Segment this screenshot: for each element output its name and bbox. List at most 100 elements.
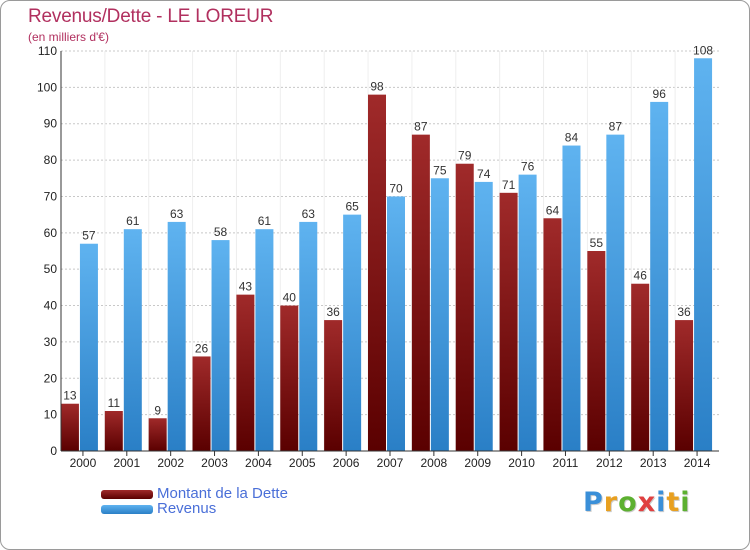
y-tick-label: 80 — [44, 153, 58, 167]
revenus-bar — [299, 221, 318, 451]
revenus-bar — [474, 181, 493, 451]
dette-bar — [499, 192, 518, 451]
dette-bar-value-label: 46 — [634, 269, 648, 283]
x-tick-label: 2004 — [245, 456, 272, 470]
revenus-bar-value-label: 96 — [653, 87, 667, 101]
x-tick-label: 2012 — [596, 456, 623, 470]
legend-label-dette: Montant de la Dette — [157, 485, 288, 502]
x-tick-label: 2011 — [553, 456, 579, 470]
dette-bar-value-label: 36 — [677, 305, 691, 319]
revenus-bar — [167, 221, 186, 451]
y-tick-label: 20 — [44, 371, 58, 385]
revenus-bar — [694, 58, 713, 451]
chart-title: Revenus/Dette - LE LOREUR — [28, 6, 274, 27]
dette-bar-value-label: 13 — [63, 389, 77, 403]
revenus-bar — [255, 229, 274, 451]
y-tick-label: 60 — [44, 226, 58, 240]
revenus-bar — [650, 101, 669, 451]
revenus-bar-value-label: 84 — [565, 131, 579, 145]
legend-swatch-dette — [101, 490, 153, 499]
x-tick-label: 2009 — [464, 456, 491, 470]
logo-letter: t — [666, 487, 681, 518]
dette-bar — [192, 356, 211, 451]
dette-bar — [60, 403, 79, 451]
y-tick-label: 70 — [44, 189, 58, 203]
y-tick-label: 50 — [44, 262, 58, 276]
revenus-bar — [387, 196, 405, 451]
dette-bar — [104, 411, 123, 451]
revenus-bar — [606, 134, 625, 452]
x-tick-label: 2007 — [377, 456, 404, 470]
logo-letter: r — [603, 487, 619, 518]
logo-letter: i — [680, 487, 691, 518]
revenus-bar-value-label: 70 — [389, 181, 403, 195]
revenus-bar-value-label: 74 — [477, 167, 491, 181]
logo-letter: o — [618, 487, 638, 518]
revenus-bar-value-label: 65 — [345, 200, 359, 214]
dette-bar-value-label: 79 — [458, 149, 472, 163]
proxiti-logo: Proxiti — [583, 487, 691, 518]
dette-bar — [543, 218, 562, 451]
dette-bar-value-label: 87 — [414, 120, 428, 134]
dette-bar-value-label: 40 — [283, 291, 297, 305]
x-tick-label: 2001 — [113, 456, 140, 470]
x-tick-label: 2013 — [640, 456, 667, 470]
revenus-bar-value-label: 87 — [609, 120, 623, 134]
x-tick-label: 2006 — [333, 456, 360, 470]
dette-bar — [455, 163, 474, 451]
revenus-bar — [123, 229, 142, 451]
logo-letter: P — [583, 487, 604, 518]
dette-bar-value-label: 71 — [502, 178, 516, 192]
dette-bar-value-label: 11 — [108, 396, 121, 410]
revenus-bar — [518, 174, 537, 452]
dette-bar-value-label: 36 — [326, 305, 340, 319]
y-tick-label: 90 — [44, 117, 58, 131]
dette-bar-value-label: 26 — [195, 341, 209, 355]
revenus-bar-value-label: 75 — [433, 163, 447, 177]
dette-bar — [236, 294, 255, 451]
x-tick-label: 2008 — [421, 456, 448, 470]
x-tick-label: 2014 — [684, 456, 711, 470]
dette-bar — [280, 305, 299, 451]
dette-bar — [675, 320, 694, 451]
legend-label-revenus: Revenus — [157, 500, 217, 517]
revenus-bar-value-label: 58 — [214, 225, 228, 239]
dette-bar — [324, 320, 343, 451]
y-tick-label: 100 — [37, 80, 57, 94]
y-tick-label: 10 — [44, 408, 58, 422]
revenus-bar — [343, 214, 362, 451]
dette-bar-value-label: 98 — [370, 80, 384, 94]
logo-letter: x — [637, 487, 657, 518]
revenus-bar-value-label: 63 — [302, 207, 316, 221]
chart-subtitle: (en milliers d'€) — [28, 30, 109, 44]
dette-bar-value-label: 43 — [239, 280, 253, 294]
axis-layer: 0 10 20 30 40 50 60 70 80 90 100 110 2000 2001 2002 200… — [37, 44, 719, 470]
revenus-bar — [79, 243, 98, 451]
y-tick-label: 30 — [44, 335, 58, 349]
revenus-bar — [562, 145, 581, 451]
x-tick-label: 2002 — [157, 456, 184, 470]
dette-bar — [587, 251, 606, 451]
logo-letter: i — [656, 487, 667, 518]
revenus-bar-value-label: 61 — [258, 214, 272, 228]
dette-bar-value-label: 64 — [546, 203, 560, 217]
revenus-bar-value-label: 63 — [170, 207, 184, 221]
dette-bar — [148, 418, 167, 451]
bars-layer: 13 57 11 61 9 63 26 58 43 61 40 63 36 65 98 70 87 75 79 74 7… — [60, 43, 713, 452]
x-tick-label: 2005 — [289, 456, 316, 470]
revenus-bar-value-label: 76 — [521, 160, 535, 174]
revenus-bar-value-label: 61 — [126, 214, 140, 228]
x-tick-label: 2003 — [201, 456, 228, 470]
dette-bar — [631, 283, 650, 451]
dette-bar — [368, 94, 386, 452]
x-tick-label: 2010 — [508, 456, 535, 470]
revenus-bar-value-label: 57 — [82, 229, 96, 243]
dette-bar-value-label: 55 — [590, 236, 604, 250]
legend-swatch-revenus — [101, 505, 153, 514]
revenus-bar — [430, 178, 449, 452]
y-tick-label: 0 — [50, 444, 57, 458]
dette-bar-value-label: 9 — [154, 403, 161, 417]
y-tick-label: 40 — [44, 299, 58, 313]
